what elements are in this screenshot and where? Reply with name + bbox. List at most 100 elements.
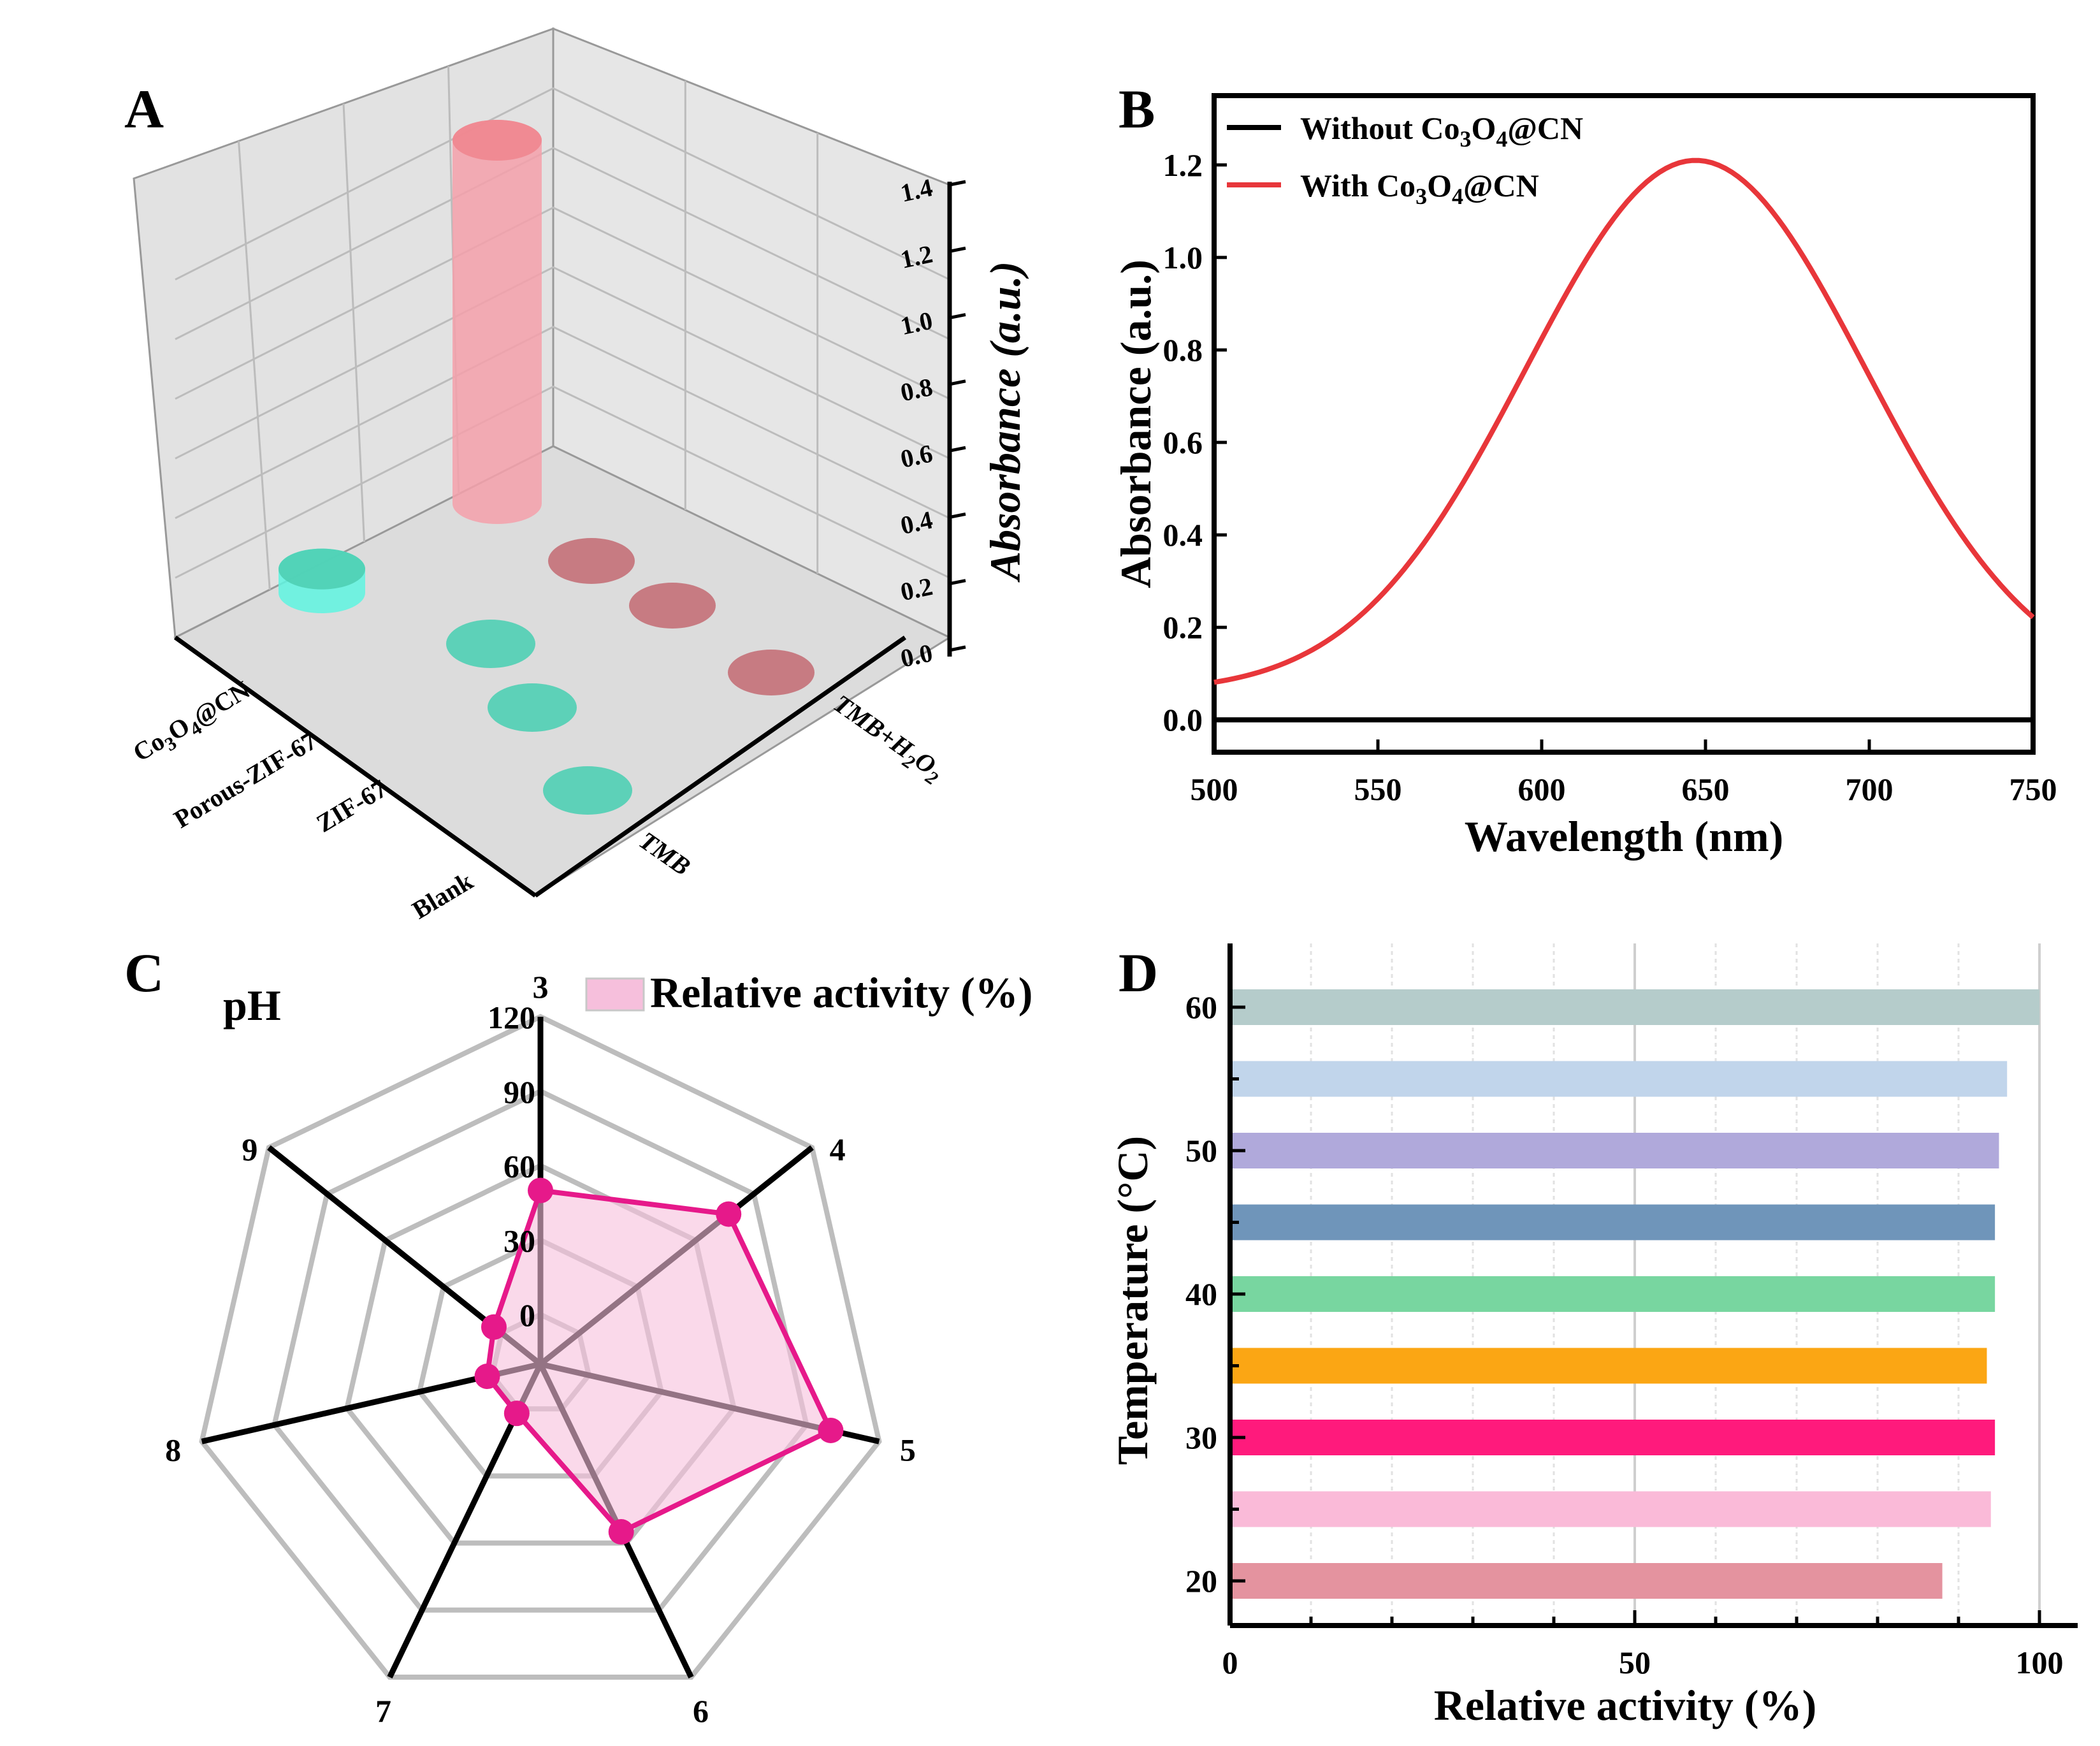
panel-a-letter: A: [124, 78, 164, 140]
radar-point: [503, 1400, 530, 1427]
grid-line: [175, 147, 950, 340]
legend-label-relative-activity: Relative activity (%): [650, 968, 1032, 1017]
x-axis-title-d: Relative activity (%): [1434, 1681, 1816, 1729]
panel-b-letter: B: [1119, 78, 1155, 140]
z-tick: [949, 512, 966, 519]
grid-line: [238, 141, 271, 590]
x-tick-label-b: 700: [1846, 771, 1894, 807]
panel-c-letter: C: [124, 942, 164, 1003]
disc-tmbh2o2-3-top: [728, 650, 815, 695]
x-tick-label-b: 500: [1191, 771, 1238, 807]
z-tick-label: 1.2: [898, 239, 935, 273]
bar-30: [1231, 1420, 1995, 1455]
row-label-co3o4: Co3O4@CN: [128, 675, 257, 771]
disc-tmb-1-top: [446, 620, 535, 668]
bar-55: [1231, 1061, 2008, 1097]
z-tick-label: 1.0: [898, 306, 935, 340]
disc-tmbh2o2-3: [728, 650, 815, 695]
y-tick-label-b: 0.2: [1163, 609, 1203, 645]
radar-axis-label: 4: [830, 1131, 846, 1167]
radar-ring-label: 60: [503, 1149, 535, 1184]
panel-c: C pH 120 90 60 30 0 3 4 5 6 7 8 9 Relative activity…: [124, 942, 1032, 1729]
column-axis: [533, 636, 907, 898]
grid-line: [175, 266, 950, 460]
legend-label-without: Without Co3O4@CN: [1300, 110, 1583, 152]
x-tick-label-b: 750: [2009, 771, 2057, 807]
radar-point: [716, 1201, 742, 1227]
disc-tmbh2o2-2-top: [629, 583, 716, 629]
radar-series-polygon: [484, 1188, 834, 1535]
disc-tmb-2-top: [488, 683, 577, 732]
disc-tmbh2o2-1: [548, 538, 635, 584]
column-label-tmb: TMB: [634, 826, 696, 882]
x-tick-label-d: 100: [2016, 1645, 2064, 1680]
z-tick: [949, 246, 966, 253]
radar-point: [528, 1177, 553, 1204]
series-b: [1213, 157, 2035, 723]
disc-tmb-1: [446, 620, 535, 668]
z-tick-label: 0.6: [898, 439, 935, 473]
radar-axis-label: 3: [533, 969, 549, 1005]
radar-ring-label: 30: [503, 1223, 535, 1258]
y-axis-title-d: Temperature (°C): [1108, 1136, 1157, 1465]
bar-50: [1231, 1133, 1999, 1168]
legend-label-with: With Co3O4@CN: [1300, 168, 1539, 209]
grid-line: [342, 103, 365, 542]
z-tick: [949, 579, 966, 586]
z-ticks: 0.0 0.2 0.4 0.6 0.8 1.0 1.2 1.4: [898, 173, 966, 673]
y-tick-label-d: 50: [1185, 1133, 1217, 1168]
radar-chart: 120 90 60 30 0 3 4 5 6 7 8 9: [165, 969, 916, 1729]
y-tick-label-b: 0.8: [1163, 332, 1203, 368]
column-label-tmb-h2o2: TMB+H2O2: [825, 689, 949, 790]
y-tick-label-b: 1.2: [1163, 147, 1203, 183]
z-tick-label: 0.2: [898, 572, 935, 606]
y-axis-title-b: Absorbance (a.u.): [1112, 259, 1160, 588]
radar-axis-label: 5: [900, 1432, 916, 1467]
bar-60: [1231, 989, 2039, 1025]
grid-line: [175, 385, 950, 579]
disc-tmb-3-top: [543, 766, 632, 815]
z-tick: [949, 645, 966, 652]
radar-point: [481, 1314, 507, 1340]
radar-axis-label: 7: [375, 1693, 391, 1729]
z-tick: [949, 379, 966, 386]
radar-point: [818, 1417, 844, 1443]
radar-ring-label: 90: [503, 1074, 535, 1110]
y-tick-label-d: 60: [1185, 989, 1217, 1025]
legend-swatch-relative-activity: [585, 977, 645, 1012]
y-tick-label-b: 1.0: [1163, 240, 1203, 275]
radar-point: [474, 1364, 500, 1390]
row-label-zif67: ZIF-67: [312, 774, 392, 838]
cylinder-tmb-0-top: [279, 548, 365, 590]
disc-tmbh2o2-1-top: [548, 538, 635, 584]
bar-35: [1231, 1348, 1987, 1384]
bar-45: [1231, 1204, 1995, 1240]
y-tick-label-d: 30: [1185, 1420, 1217, 1455]
z-axis-title: Absorbance (a.u.): [981, 261, 1029, 583]
bar-chart-d: 0 50 100 20 30 40 50 60: [1185, 943, 2078, 1680]
radar-axis-label: 8: [165, 1432, 181, 1467]
panel-b: B 500 550 600 650 700 750 0.0 0.2 0.4 0.6 0.8 1.0 1.…: [1112, 78, 2057, 861]
y-tick-label-b: 0.6: [1163, 425, 1203, 460]
row-axis: [173, 636, 537, 898]
x-tick-label-d: 50: [1619, 1645, 1651, 1680]
bar-20: [1231, 1563, 1943, 1599]
y-tick-label-b: 0.4: [1163, 517, 1203, 553]
bar-25: [1231, 1491, 1991, 1527]
z-tick-label: 0.8: [898, 372, 935, 407]
z-tick-label: 0.4: [898, 506, 935, 540]
radar-axis-label: 9: [242, 1131, 257, 1167]
radar-point: [608, 1519, 634, 1545]
cylinders: [279, 120, 815, 815]
panel-d: D 0 50 100 20 30 40 50 60 Relative activity (%)…: [1108, 942, 2078, 1729]
x-tick-label-b: 650: [1682, 771, 1730, 807]
z-tick: [949, 313, 966, 320]
z-tick: [949, 180, 966, 187]
radar-title: pH: [223, 981, 281, 1029]
radar-axis-label: 6: [693, 1693, 709, 1729]
grid-line: [175, 207, 950, 400]
x-tick-label-b: 600: [1518, 771, 1566, 807]
panel-a: A 0.0 0.2 0.4 0.6 0.8 1.0 1.2 1.4 Absorbance (a…: [124, 27, 1029, 924]
radar-ring-label: 0: [519, 1297, 535, 1333]
